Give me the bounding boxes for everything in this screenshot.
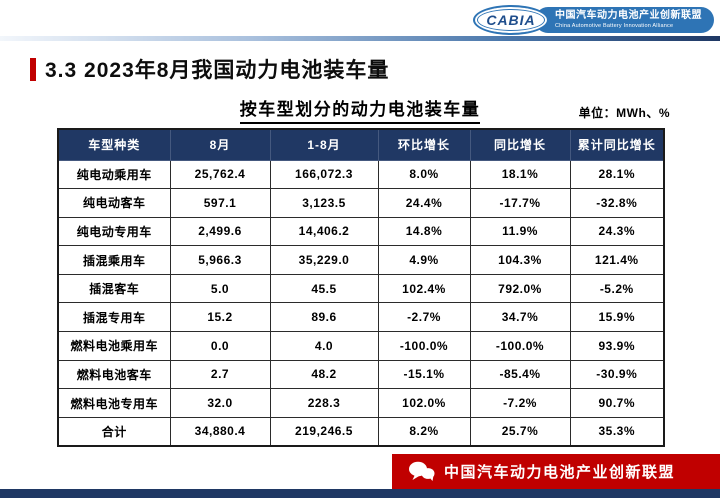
table-cell: -2.7% [377,302,471,333]
table-cell: 15.9% [569,302,665,333]
table-cell: 45.5 [269,273,379,304]
table-cell: -85.4% [469,359,571,390]
column-header: 环比增长 [377,128,471,161]
table-cell: 合计 [57,416,171,447]
table-row: 插混客车 5.0 45.5 102.4% 792.0% -5.2% [57,273,665,304]
table-cell: 25,762.4 [169,159,271,190]
table-cell: 219,246.5 [269,416,379,447]
table-cell: 插混客车 [57,273,171,304]
column-header: 同比增长 [469,128,571,161]
table-cell: 121.4% [569,245,665,275]
table-cell: 8.0% [377,159,471,190]
footer-banner: 中国汽车动力电池产业创新联盟 [392,454,720,489]
table-cell: 插混乘用车 [57,245,171,275]
table-cell: 102.0% [377,388,471,418]
table-cell: 14.8% [377,216,471,247]
table-cell: 4.9% [377,245,471,275]
column-header: 累计同比增长 [569,128,665,161]
org-name-cn: 中国汽车动力电池产业创新联盟 [555,10,702,22]
table-cell: 24.3% [569,216,665,247]
table-cell: -7.2% [469,388,571,418]
table-cell: 102.4% [377,273,471,304]
table-cell: 2.7 [169,359,271,390]
total-row: 合计 34,880.4 219,246.5 8.2% 25.7% 35.3% [57,416,665,447]
table-cell: 228.3 [269,388,379,418]
table-cell: -100.0% [469,331,571,361]
table-cell: -32.8% [569,188,665,218]
table-row: 插混乘用车 5,966.3 35,229.0 4.9% 104.3% 121.4% [57,245,665,275]
column-header: 8月 [169,128,271,161]
table-cell: 89.6 [269,302,379,333]
org-logo: CABIA 中国汽车动力电池产业创新联盟 China Automotive Ba… [473,5,714,35]
table-cell: 34,880.4 [169,416,271,447]
table-cell: 纯电动乘用车 [57,159,171,190]
table-cell: 5,966.3 [169,245,271,275]
table-header-row: 车型种类 8月 1-8月 环比增长 同比增长 累计同比增长 [57,128,665,161]
table-cell: -15.1% [377,359,471,390]
unit-label: 单位：MWh、% [578,106,670,120]
table-cell: 34.7% [469,302,571,333]
cabia-logo: CABIA [473,5,549,35]
table-cell: -30.9% [569,359,665,390]
table-cell: 104.3% [469,245,571,275]
table-cell: 燃料电池乘用车 [57,331,171,361]
title-accent-bar [30,57,36,81]
table-cell: 90.7% [569,388,665,418]
table-row: 插混专用车 15.2 89.6 -2.7% 34.7% 15.9% [57,302,665,333]
table-cell: 0.0 [169,331,271,361]
table-cell: 166,072.3 [269,159,379,190]
table-cell: 纯电动专用车 [57,216,171,247]
table-cell: 燃料电池客车 [57,359,171,390]
table-cell: 792.0% [469,273,571,304]
table-title: 按车型划分的动力电池装车量 [239,95,481,124]
table-cell: 11.9% [469,216,571,247]
title-row: 3.3 2023年8月我国动力电池装车量 [30,54,389,84]
table-cell: 18.1% [469,159,571,190]
table-cell: 35.3% [569,416,665,447]
header-divider [0,36,720,41]
chat-bubbles-icon [409,461,435,481]
table-cell: 597.1 [169,188,271,218]
bottom-strip [0,489,720,498]
table-cell: -17.7% [469,188,571,218]
table-cell: 24.4% [377,188,471,218]
table-row: 燃料电池专用车 32.0 228.3 102.0% -7.2% 90.7% [57,388,665,418]
org-name-en: China Automotive Battery Innovation Alli… [555,22,674,29]
footer-org-name: 中国汽车动力电池产业创新联盟 [444,464,676,481]
table-row: 纯电动专用车 2,499.6 14,406.2 14.8% 11.9% 24.3% [57,216,665,247]
table-title-wrap: 按车型划分的动力电池装车量 [0,95,720,124]
table-cell: -5.2% [569,273,665,304]
table-cell: 燃料电池专用车 [57,388,171,418]
table-row: 纯电动乘用车 25,762.4 166,072.3 8.0% 18.1% 28.1% [57,159,665,190]
table-row: 燃料电池客车 2.7 48.2 -15.1% -85.4% -30.9% [57,359,665,390]
table-cell: 14,406.2 [269,216,379,247]
cabia-logo-text: CABIA [486,12,536,28]
table-cell: 48.2 [269,359,379,390]
table-cell: 3,123.5 [269,188,379,218]
table-cell: 32.0 [169,388,271,418]
table-cell: 插混专用车 [57,302,171,333]
table-cell: 35,229.0 [269,245,379,275]
table-cell: -100.0% [377,331,471,361]
table-cell: 15.2 [169,302,271,333]
table-row: 纯电动客车 597.1 3,123.5 24.4% -17.7% -32.8% [57,188,665,218]
table-cell: 8.2% [377,416,471,447]
table-cell: 93.9% [569,331,665,361]
table-cell: 25.7% [469,416,571,447]
page-title: 3.3 2023年8月我国动力电池装车量 [45,59,390,82]
org-name-badge: 中国汽车动力电池产业创新联盟 China Automotive Battery … [535,7,714,33]
table-body: 纯电动乘用车 25,762.4 166,072.3 8.0% 18.1% 28.1% 纯电动… [57,159,665,447]
table-cell: 2,499.6 [169,216,271,247]
table-cell: 4.0 [269,331,379,361]
column-header: 1-8月 [269,128,379,161]
battery-installation-table: 车型种类 8月 1-8月 环比增长 同比增长 累计同比增长 纯电动乘用车 25,762.4 1… [57,128,665,447]
table-cell: 28.1% [569,159,665,190]
table-row: 燃料电池乘用车 0.0 4.0 -100.0% -100.0% 93.9% [57,331,665,361]
column-header: 车型种类 [57,128,171,161]
table-cell: 纯电动客车 [57,188,171,218]
table-cell: 5.0 [169,273,271,304]
